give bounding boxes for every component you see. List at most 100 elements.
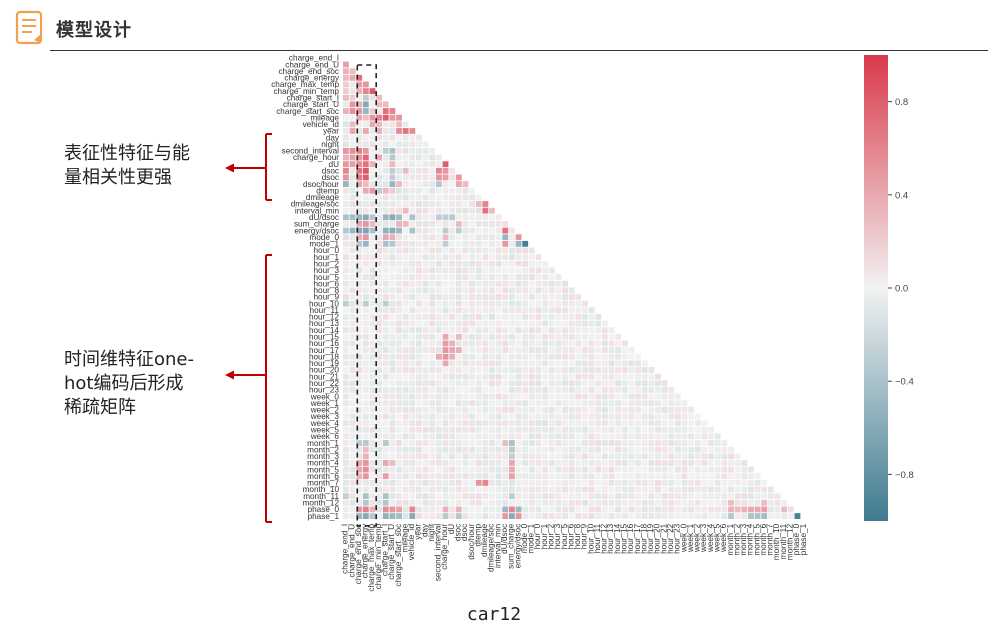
heatmap-cell	[515, 327, 522, 334]
heatmap-cell	[615, 406, 622, 413]
heatmap-cell	[701, 466, 708, 473]
heatmap-cell	[343, 493, 349, 500]
heatmap-cell	[376, 380, 383, 387]
heatmap-cell	[455, 413, 462, 420]
heatmap-cell	[694, 493, 701, 500]
heatmap-cell	[621, 499, 628, 506]
heatmap-cell	[548, 413, 555, 420]
heatmap-cell	[575, 380, 582, 387]
heatmap-cell	[475, 240, 482, 247]
heatmap-cell	[376, 506, 383, 513]
x-tick-label: charge_hour	[440, 524, 449, 570]
heatmap-cell	[728, 446, 734, 453]
heatmap-cell	[509, 506, 515, 513]
heatmap-cell	[628, 493, 635, 500]
heatmap-cell	[409, 161, 416, 168]
heatmap-cell	[343, 167, 349, 174]
heatmap-cell	[568, 387, 575, 393]
heatmap-cell	[369, 460, 376, 466]
heatmap-cell	[562, 320, 568, 327]
heatmap-cell	[382, 373, 389, 380]
heatmap-cell	[389, 446, 396, 453]
heatmap-cell	[435, 413, 442, 420]
heatmap-cell	[442, 387, 449, 393]
heatmap-cell	[482, 294, 489, 300]
heatmap-cell	[482, 446, 489, 453]
heatmap-cell	[548, 287, 555, 294]
heatmap-cell	[575, 294, 582, 300]
heatmap-cell	[402, 486, 409, 493]
heatmap-cell	[449, 360, 456, 367]
heatmap-cell	[469, 406, 475, 413]
heatmap-cell	[528, 247, 535, 254]
heatmap-cell	[502, 400, 509, 407]
heatmap-cell	[422, 307, 429, 314]
heatmap-cell	[349, 420, 356, 427]
heatmap-cell	[416, 313, 422, 320]
heatmap-cell	[349, 167, 356, 174]
heatmap-cell	[595, 453, 602, 460]
heatmap-cell	[356, 373, 363, 380]
heatmap-cell	[343, 320, 349, 327]
heatmap-cell	[402, 466, 409, 473]
heatmap-cell	[356, 181, 363, 187]
heatmap-cell	[681, 453, 688, 460]
heatmap-cell	[548, 426, 555, 433]
heatmap-cell	[475, 333, 482, 340]
heatmap-cell	[575, 453, 582, 460]
heatmap-cell	[502, 307, 509, 314]
heatmap-cell	[422, 499, 429, 506]
heatmap-cell	[555, 393, 562, 400]
heatmap-cell	[568, 367, 575, 373]
heatmap-cell	[582, 413, 588, 420]
heatmap-cell	[495, 347, 502, 353]
heatmap-cell	[608, 466, 615, 473]
x-tick-label: hour_2	[546, 523, 555, 549]
heatmap-cell	[515, 493, 522, 500]
heatmap-cell	[721, 446, 728, 453]
heatmap-cell	[681, 466, 688, 473]
heatmap-cell	[343, 161, 349, 168]
heatmap-cell	[429, 201, 436, 207]
heatmap-cell	[489, 420, 495, 427]
heatmap-cell	[601, 353, 608, 360]
heatmap-cell	[528, 254, 535, 261]
heatmap-cell	[648, 460, 655, 466]
heatmap-cell	[449, 280, 456, 287]
heatmap-cell	[349, 294, 356, 300]
heatmap-cell	[548, 380, 555, 387]
heatmap-cell	[542, 506, 549, 513]
heatmap-cell	[542, 433, 549, 440]
heatmap-cell	[748, 486, 754, 493]
y-tick-label: hour_12	[309, 313, 339, 322]
heatmap-cell	[362, 280, 369, 287]
heatmap-cell	[422, 373, 429, 380]
heatmap-cell	[595, 313, 602, 320]
heatmap-cell	[728, 486, 734, 493]
heatmap-cell	[582, 333, 588, 340]
heatmap-cell	[449, 207, 456, 214]
heatmap-cell	[761, 493, 768, 500]
heatmap-cell	[422, 440, 429, 446]
heatmap-cell	[462, 240, 469, 247]
x-tick-label: night	[427, 523, 436, 541]
heatmap-cell	[382, 499, 389, 506]
heatmap-cell	[356, 380, 363, 387]
heatmap-cell	[455, 406, 462, 413]
heatmap-cell	[482, 307, 489, 314]
heatmap-cell	[535, 513, 542, 519]
heatmap-cell	[449, 287, 456, 294]
heatmap-cell	[741, 473, 748, 480]
heatmap-cell	[416, 406, 422, 413]
heatmap-cell	[502, 320, 509, 327]
heatmap-cell	[349, 161, 356, 168]
header-divider	[50, 50, 988, 51]
heatmap-cell	[515, 373, 522, 380]
heatmap-cell	[369, 161, 376, 168]
x-tick-label: hour_11	[593, 523, 602, 553]
heatmap-cell	[582, 420, 588, 427]
heatmap-cell	[362, 274, 369, 280]
heatmap-cell	[416, 353, 422, 360]
heatmap-cell	[595, 446, 602, 453]
heatmap-cell	[402, 353, 409, 360]
